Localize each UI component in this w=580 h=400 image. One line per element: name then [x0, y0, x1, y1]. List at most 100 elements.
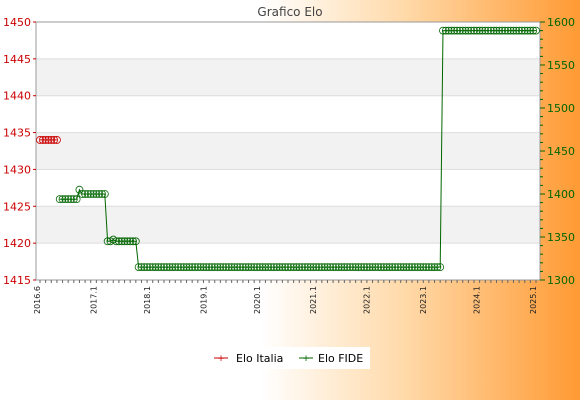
fide-point [377, 263, 385, 272]
fide-point [92, 190, 101, 198]
y-right-tick-label: 1600 [547, 16, 575, 29]
fide-point [253, 263, 261, 272]
fide-point [148, 263, 157, 272]
fide-point [143, 263, 151, 272]
fide-point [444, 26, 453, 35]
fide-point [303, 263, 312, 272]
fide-point [354, 263, 363, 272]
fide-point [75, 185, 84, 194]
fide-point [120, 237, 129, 246]
italia-point [50, 136, 58, 144]
fide-point [219, 263, 228, 272]
fide-point [489, 26, 498, 35]
fide-point [326, 263, 335, 272]
fide-point [72, 195, 81, 204]
fide-point [501, 26, 509, 35]
fide-point [312, 263, 321, 272]
fide-point [320, 263, 329, 272]
fide-point [388, 263, 397, 272]
fide-point [241, 263, 250, 272]
x-tick-label: 2016.6 [33, 286, 42, 314]
fide-point [171, 263, 180, 272]
fide-point [343, 263, 352, 272]
legend: + Elo Italia + Elo FIDE [210, 347, 370, 369]
fide-point [467, 26, 476, 35]
fide-point [117, 237, 126, 246]
fide-point [188, 263, 197, 272]
fide-point [425, 263, 433, 272]
x-tick-label: 2024.1 [473, 286, 482, 314]
fide-point [295, 263, 304, 272]
fide-point [529, 26, 538, 35]
fide-point [416, 263, 425, 272]
fide-point [272, 263, 281, 272]
fide-point [205, 263, 213, 272]
fide-point [515, 26, 523, 35]
y-right-tick-label: 1500 [547, 102, 575, 115]
fide-point [436, 263, 445, 272]
fide-point [523, 26, 532, 35]
fide-point [329, 263, 337, 272]
y-right-tick-label: 1300 [547, 274, 575, 287]
fide-point [100, 190, 109, 198]
fide-point [247, 263, 256, 272]
fide-point [518, 26, 526, 35]
fide-point [379, 263, 388, 272]
fide-point [365, 263, 374, 272]
fide-point [509, 26, 518, 35]
fide-point [532, 26, 540, 35]
fide-point [351, 263, 360, 272]
fide-point [298, 263, 306, 272]
fide-point [453, 26, 461, 35]
fide-point [137, 263, 146, 272]
fide-point [230, 263, 239, 272]
fide-point [55, 195, 64, 204]
fide-point [422, 263, 430, 272]
fide-point [520, 26, 529, 35]
fide-point [115, 237, 123, 246]
fide-point [131, 237, 140, 246]
italia-point [41, 136, 50, 144]
fide-point [470, 26, 478, 35]
fide-point [284, 263, 292, 272]
fide-point [261, 263, 270, 272]
fide-point [210, 263, 219, 272]
chart-title: Grafico Elo [257, 5, 322, 19]
fide-point [146, 263, 154, 272]
fide-point [236, 263, 244, 272]
fide-point [405, 263, 414, 272]
fide-point [472, 26, 481, 35]
fide-point [202, 263, 211, 272]
legend-label-fide: Elo FIDE [318, 352, 363, 365]
fide-point [309, 263, 318, 272]
fide-point [199, 263, 208, 272]
fide-point [123, 237, 132, 246]
fide-point [174, 263, 182, 272]
fide-point [193, 263, 202, 272]
fide-point [447, 26, 456, 35]
plot-band [36, 206, 540, 244]
fide-point [456, 26, 464, 35]
x-tick-label: 2020.1 [253, 286, 262, 314]
fide-point [213, 263, 222, 272]
plot-band [36, 132, 540, 170]
fide-point [222, 263, 230, 272]
y-axis-left-ticks: 1415 1420 1425 1430 1435 1440 1445 1450 [3, 16, 36, 287]
fide-point [216, 263, 225, 272]
fide-point [450, 26, 459, 35]
fide-point [89, 190, 98, 198]
fide-point [129, 237, 137, 246]
fide-point [348, 263, 357, 272]
fide-point [478, 26, 487, 35]
series-elo-fide [55, 26, 540, 272]
fide-point [179, 263, 188, 272]
fide-point [165, 263, 174, 272]
fide-point [503, 26, 512, 35]
series-elo-italia [36, 136, 61, 144]
fide-point [275, 263, 284, 272]
fide-point [239, 263, 247, 272]
plot-band [36, 22, 540, 59]
plot-band [36, 169, 540, 207]
